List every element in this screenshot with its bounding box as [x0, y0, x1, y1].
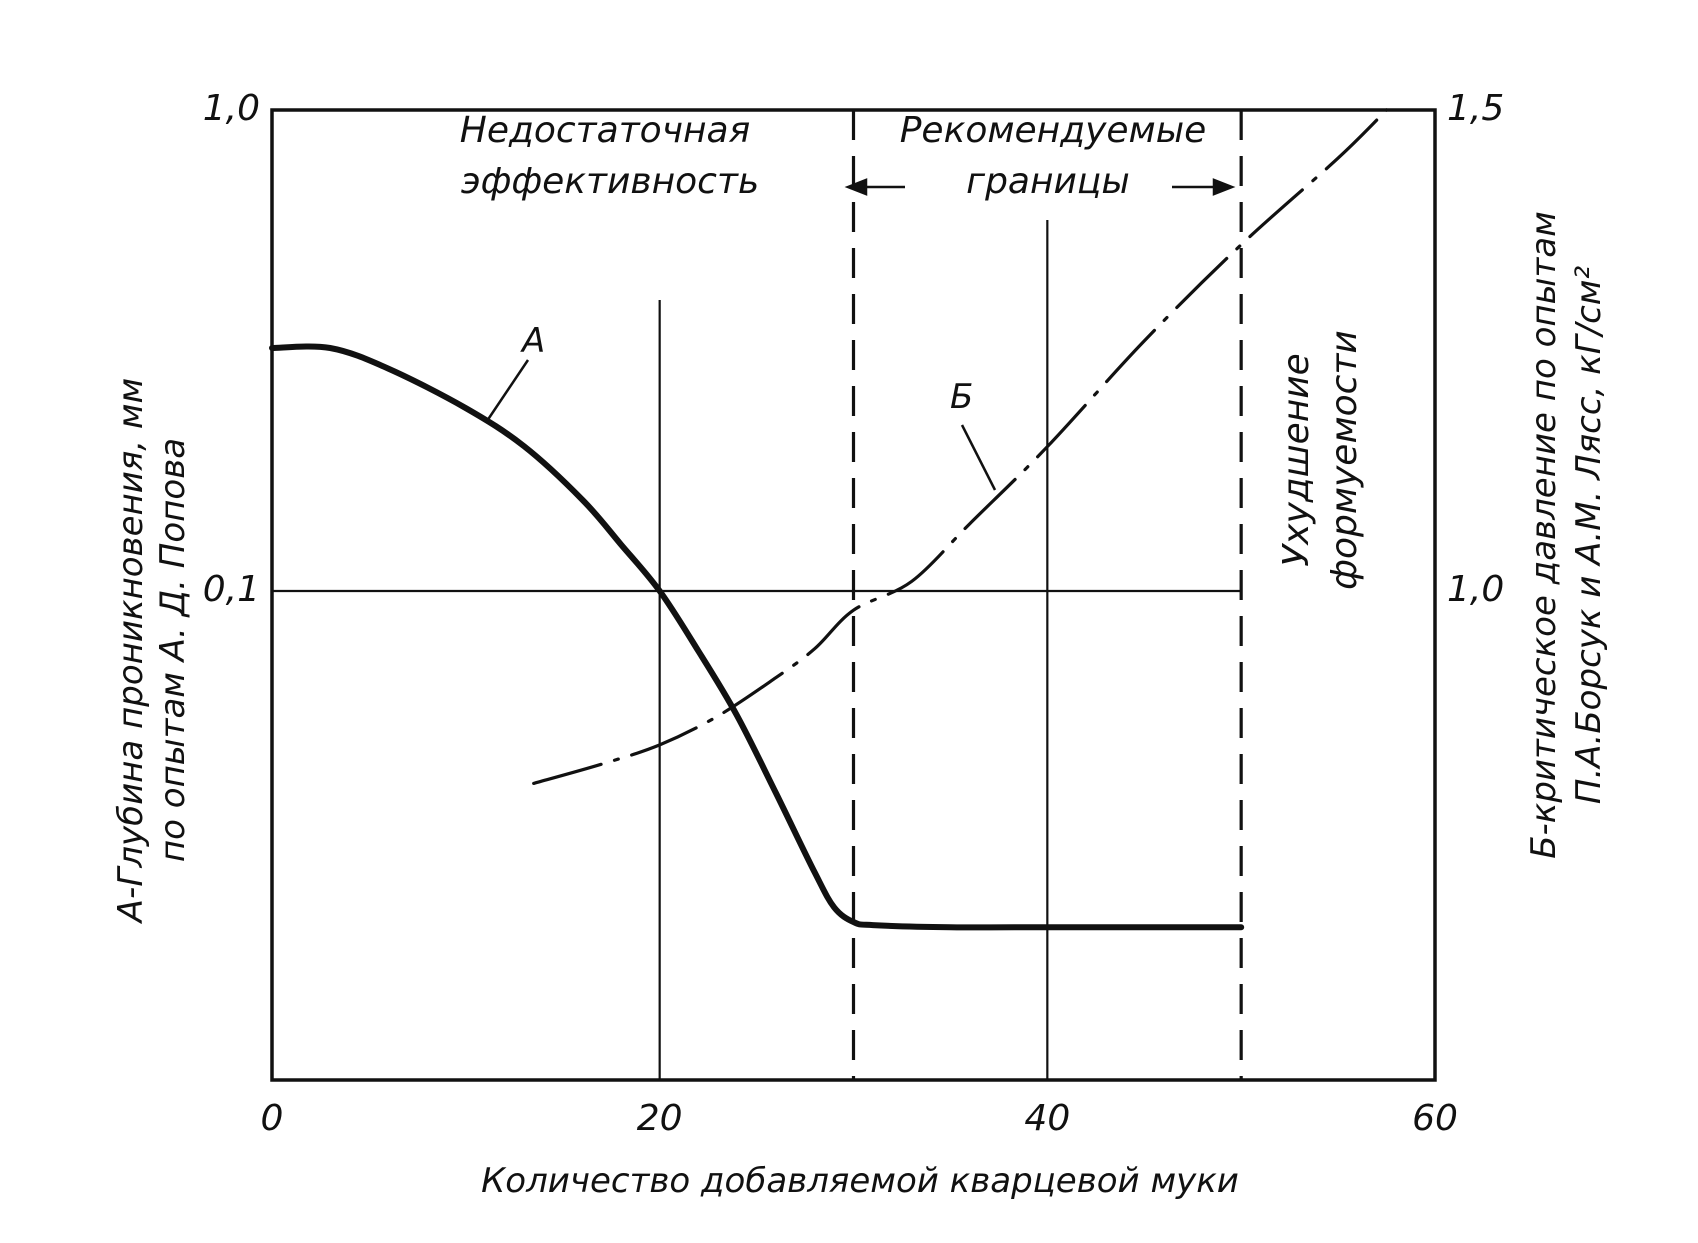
recommended-arrows — [844, 178, 1236, 196]
y-right-tick-labels: 1,5 1,0 — [1447, 88, 1504, 610]
x-tick-label: 60 — [1412, 1098, 1458, 1139]
x-tick-label: 40 — [1024, 1098, 1070, 1139]
y-right-tick-label: 1,0 — [1447, 569, 1504, 610]
y-left-tick-labels: 1,0 0,1 — [203, 88, 260, 610]
series-layer — [269, 108, 1389, 931]
region-insufficient-line1: Недостаточная — [460, 110, 750, 151]
region-recommended-line1: Рекомендуемые — [900, 110, 1207, 151]
series-b-label: Б — [950, 377, 973, 417]
recommended-bounds — [851, 110, 1243, 1080]
y-right-tick-label: 1,5 — [1447, 88, 1504, 129]
region-insufficient-line2: эффективность — [461, 161, 759, 202]
series-a-label: А — [520, 321, 545, 361]
y-right-title-line1: Б-критическое давление по опытам — [1524, 211, 1564, 859]
plot-frame — [270, 108, 1437, 1082]
y-right-title-line2: П.А.Борсук и А.М. Лясс, кГ/см² — [1569, 266, 1609, 805]
series-line-b — [532, 108, 1389, 785]
grid-lines — [272, 220, 1242, 1080]
y-left-tick-label: 1,0 — [203, 88, 260, 129]
x-tick-label: 20 — [637, 1098, 683, 1139]
y-left-title-line2: по опытам А. Д. Попова — [153, 438, 193, 862]
series-b-leader — [960, 424, 997, 491]
x-tick-label: 0 — [261, 1098, 284, 1139]
x-axis-title: Количество добавляемой кварцевой муки — [481, 1161, 1239, 1201]
series-a-leader — [485, 359, 530, 422]
y-left-tick-label: 0,1 — [203, 569, 260, 610]
region-worsening-line2: формуемости — [1324, 330, 1365, 590]
region-worsening-line1: Ухудшение — [1276, 353, 1317, 567]
series-line-a — [269, 343, 1245, 931]
region-recommended-line2: границы — [966, 161, 1130, 202]
y-left-title-line1: А-Глубина проникновения, мм — [111, 378, 151, 924]
x-tick-labels: 0 20 40 60 — [261, 1098, 1458, 1139]
